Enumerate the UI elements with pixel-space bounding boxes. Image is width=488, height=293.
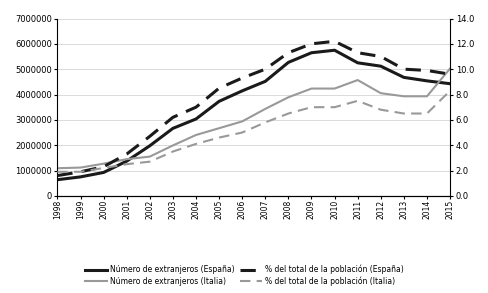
Legend: Número de extranjeros (España), Número de extranjeros (Italia), % del total de l: Número de extranjeros (España), Número d… (82, 262, 406, 289)
